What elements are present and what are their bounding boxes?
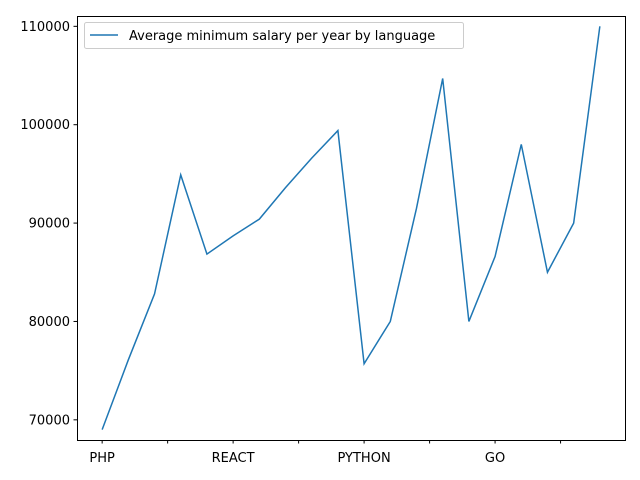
y-tick-label: 110000	[20, 20, 70, 35]
series-line	[101, 26, 601, 430]
x-tick-label: GO	[485, 451, 505, 466]
plot-frame	[77, 16, 626, 441]
x-tick-label: REACT	[212, 451, 255, 466]
legend-box	[84, 22, 464, 49]
x-tick-label: PYTHON	[338, 451, 391, 466]
legend-label: Average minimum salary per year by langu…	[129, 29, 435, 44]
legend: Average minimum salary per year by langu…	[84, 22, 464, 49]
y-tick-label: 80000	[29, 315, 70, 330]
y-tick-label: 70000	[29, 413, 70, 428]
y-tick-label: 100000	[20, 118, 70, 133]
y-axis: 70000 80000 90000 100000 110000	[20, 20, 77, 428]
y-tick-label: 90000	[29, 217, 70, 232]
x-tick-label: PHP	[89, 451, 115, 466]
x-axis: PHP REACT PYTHON GO	[89, 440, 562, 466]
